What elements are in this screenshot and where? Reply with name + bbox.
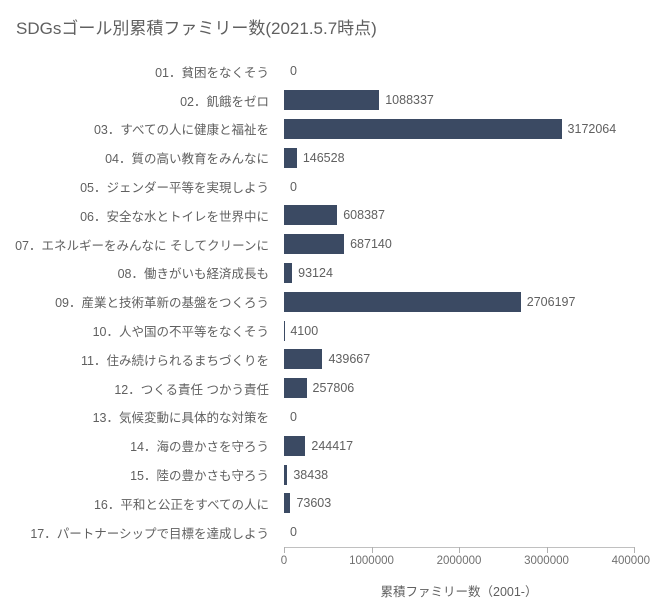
bar-row: 17．パートナーシップで目標を達成しよう0 — [284, 518, 634, 547]
bar — [284, 90, 379, 110]
bar — [284, 205, 337, 225]
x-tick: 2000000 — [459, 547, 460, 553]
bar-row: 15．陸の豊かさも守ろう38438 — [284, 460, 634, 489]
value-label: 0 — [290, 64, 297, 78]
category-label: 06．安全な水とトイレを世界中に — [0, 206, 269, 225]
bar-row: 02．飢餓をゼロ1088337 — [284, 86, 634, 115]
value-label: 38438 — [293, 468, 328, 482]
tick-label: 0 — [281, 555, 287, 567]
bar-row: 08．働きがいも経済成長も93124 — [284, 259, 634, 288]
x-tick: 4000000 — [634, 547, 635, 553]
category-label: 01．貧困をなくそう — [0, 62, 269, 81]
bar — [284, 292, 521, 312]
value-label: 244417 — [311, 439, 353, 453]
value-label: 0 — [290, 180, 297, 194]
tick-label: 2000000 — [437, 555, 482, 567]
category-label: 13．気候変動に具体的な対策を — [0, 407, 269, 426]
bar — [284, 234, 344, 254]
x-axis: 0 1000000 2000000 3000000 4000000 — [284, 547, 634, 577]
category-label: 12．つくる責任 つかう責任 — [0, 379, 269, 398]
category-label: 04．質の高い教育をみんなに — [0, 148, 269, 167]
x-tick: 1000000 — [372, 547, 373, 553]
value-label: 93124 — [298, 266, 333, 280]
bar-row: 05．ジェンダー平等を実現しよう0 — [284, 172, 634, 201]
tick-label: 3000000 — [524, 555, 569, 567]
bar-row: 10．人や国の不平等をなくそう4100 — [284, 316, 634, 345]
tick-mark — [634, 547, 635, 553]
category-label: 08．働きがいも経済成長も — [0, 263, 269, 282]
bar — [284, 465, 287, 485]
value-label: 608387 — [343, 208, 385, 222]
tick-mark — [284, 547, 285, 553]
value-label: 146528 — [303, 151, 345, 165]
bar — [284, 119, 562, 139]
category-label: 10．人や国の不平等をなくそう — [0, 321, 269, 340]
category-label: 15．陸の豊かさも守ろう — [0, 465, 269, 484]
value-label: 3172064 — [568, 122, 617, 136]
category-label: 09．産業と技術革新の基盤をつくろう — [0, 292, 269, 311]
tick-label: 1000000 — [349, 555, 394, 567]
bar-row: 16．平和と公正をすべての人に73603 — [284, 489, 634, 518]
category-label: 11．住み続けられるまちづくりを — [0, 350, 269, 369]
category-label: 16．平和と公正をすべての人に — [0, 494, 269, 513]
value-label: 73603 — [296, 496, 331, 510]
bar — [284, 263, 292, 283]
value-label: 439667 — [328, 352, 370, 366]
value-label: 257806 — [313, 381, 355, 395]
category-label: 14．海の豊かさを守ろう — [0, 436, 269, 455]
tick-mark — [372, 547, 373, 553]
category-label: 03．すべての人に健康と福祉を — [0, 119, 269, 138]
bar-row: 07．エネルギーをみんなに そしてクリーンに687140 — [284, 230, 634, 259]
value-label: 1088337 — [385, 93, 434, 107]
tick-label: 4000000 — [612, 555, 650, 567]
bar-row: 11．住み続けられるまちづくりを439667 — [284, 345, 634, 374]
category-label: 07．エネルギーをみんなに そしてクリーンに — [0, 235, 269, 254]
tick-mark — [459, 547, 460, 553]
bar-row: 09．産業と技術革新の基盤をつくろう2706197 — [284, 287, 634, 316]
value-label: 4100 — [290, 324, 318, 338]
value-label: 687140 — [350, 237, 392, 251]
bar-row: 14．海の豊かさを守ろう244417 — [284, 431, 634, 460]
value-label: 0 — [290, 525, 297, 539]
chart-title: SDGsゴール別累積ファミリー数(2021.5.7時点) — [16, 14, 640, 39]
category-label: 05．ジェンダー平等を実現しよう — [0, 177, 269, 196]
plot-area: 01．貧困をなくそう002．飢餓をゼロ108833703．すべての人に健康と福祉… — [14, 57, 644, 547]
bar — [284, 493, 290, 513]
chart-container: SDGsゴール別累積ファミリー数(2021.5.7時点) 01．貧困をなくそう0… — [0, 0, 650, 591]
bars-region: 01．貧困をなくそう002．飢餓をゼロ108833703．すべての人に健康と福祉… — [284, 57, 634, 547]
bar-row: 03．すべての人に健康と福祉を3172064 — [284, 115, 634, 144]
bar — [284, 148, 297, 168]
bar-row: 04．質の高い教育をみんなに146528 — [284, 143, 634, 172]
category-label: 17．パートナーシップで目標を達成しよう — [0, 523, 269, 542]
x-tick: 3000000 — [547, 547, 548, 553]
bar-row: 06．安全な水とトイレを世界中に608387 — [284, 201, 634, 230]
bar — [284, 436, 305, 456]
tick-mark — [547, 547, 548, 553]
bar-row: 01．貧困をなくそう0 — [284, 57, 634, 86]
category-label: 02．飢餓をゼロ — [0, 91, 269, 110]
x-tick: 0 — [284, 547, 285, 553]
bar-row: 12．つくる責任 つかう責任257806 — [284, 374, 634, 403]
bar — [284, 378, 307, 398]
bar-row: 13．気候変動に具体的な対策を0 — [284, 403, 634, 432]
value-label: 2706197 — [527, 295, 576, 309]
bar — [284, 349, 322, 369]
value-label: 0 — [290, 410, 297, 424]
